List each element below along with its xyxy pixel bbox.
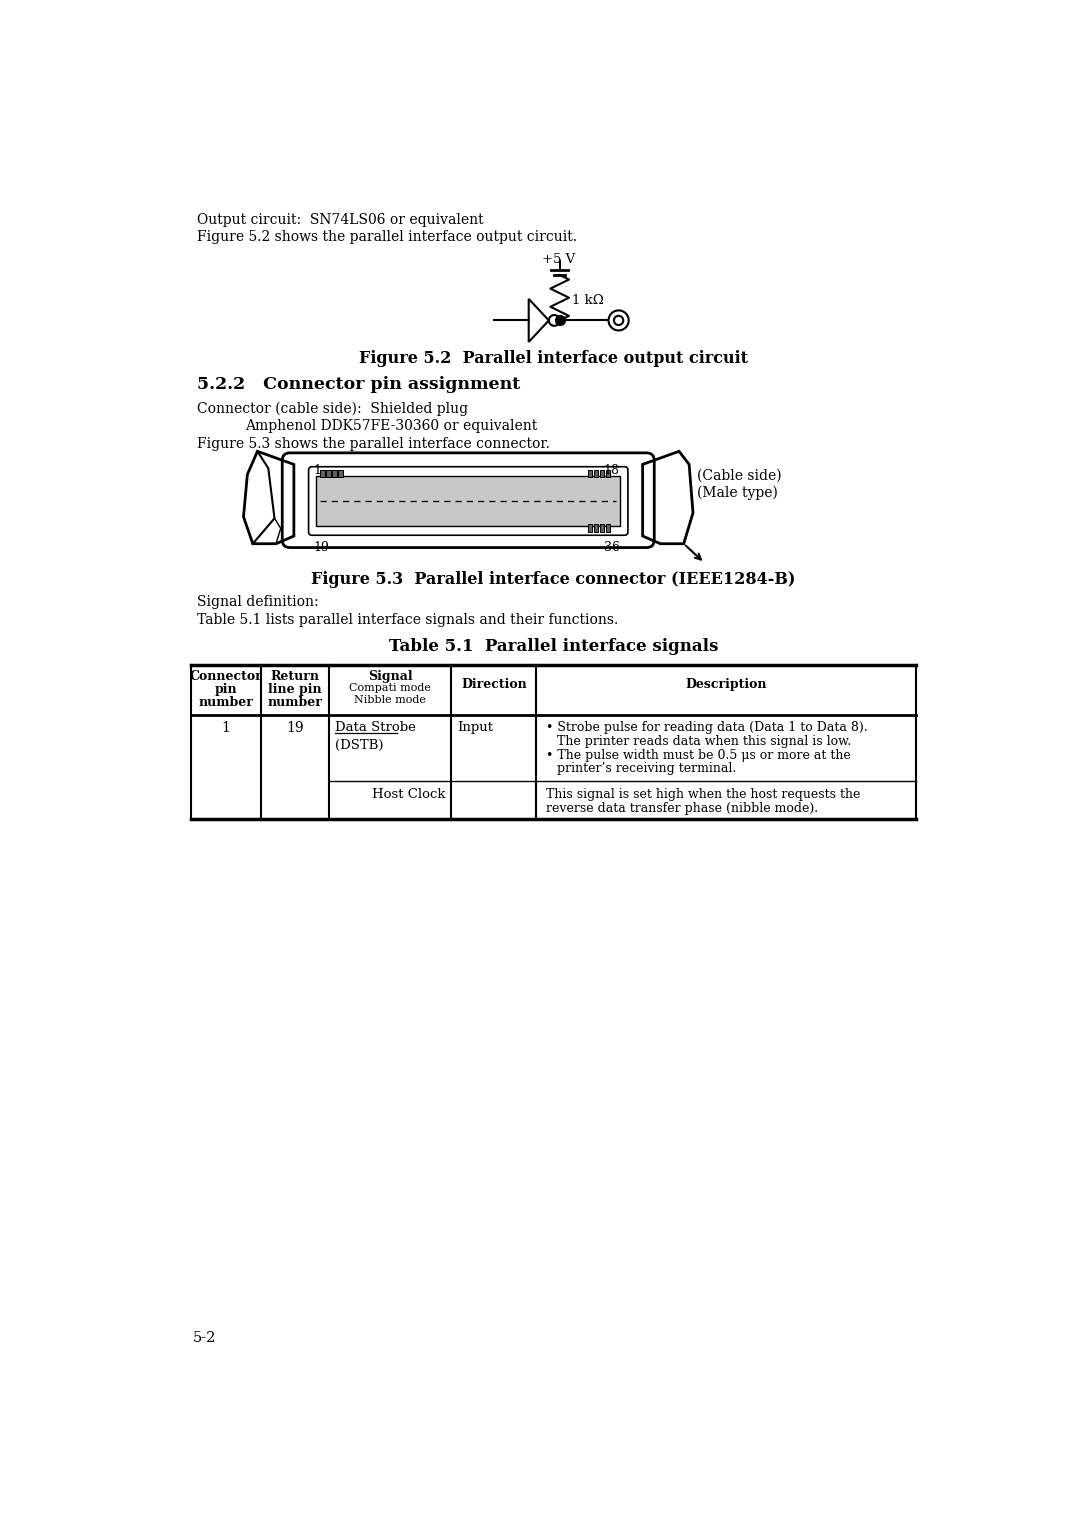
Text: reverse data transfer phase (nibble mode).: reverse data transfer phase (nibble mode… bbox=[545, 802, 818, 814]
Text: 18: 18 bbox=[604, 465, 620, 477]
Text: Input: Input bbox=[458, 721, 494, 733]
Text: (Cable side): (Cable side) bbox=[697, 468, 782, 483]
Text: 19: 19 bbox=[286, 721, 303, 735]
Text: Output circuit:  SN74LS06 or equivalent: Output circuit: SN74LS06 or equivalent bbox=[197, 212, 484, 226]
Text: Description: Description bbox=[686, 678, 767, 691]
Text: Nibble mode: Nibble mode bbox=[354, 695, 426, 706]
Text: number: number bbox=[267, 697, 322, 709]
Text: 5-2: 5-2 bbox=[193, 1331, 216, 1345]
Bar bbox=[606, 469, 610, 477]
Text: (DSTB): (DSTB) bbox=[335, 740, 383, 752]
Bar bbox=[588, 524, 593, 532]
Text: Amphenol DDK57FE-30360 or equivalent: Amphenol DDK57FE-30360 or equivalent bbox=[245, 419, 538, 432]
Text: Table 5.1  Parallel interface signals: Table 5.1 Parallel interface signals bbox=[389, 637, 718, 654]
Text: Return: Return bbox=[270, 669, 320, 683]
Text: Figure 5.3  Parallel interface connector (IEEE1284-B): Figure 5.3 Parallel interface connector … bbox=[311, 570, 796, 588]
Text: Connector (cable side):  Shielded plug: Connector (cable side): Shielded plug bbox=[197, 402, 468, 416]
Text: 1: 1 bbox=[221, 721, 230, 735]
Bar bbox=[338, 469, 343, 477]
Text: The printer reads data when this signal is low.: The printer reads data when this signal … bbox=[556, 735, 851, 747]
Text: 5.2.2   Connector pin assignment: 5.2.2 Connector pin assignment bbox=[197, 376, 521, 393]
Bar bbox=[606, 524, 610, 532]
Bar bbox=[594, 469, 598, 477]
Text: Data Strobe: Data Strobe bbox=[335, 721, 416, 733]
Text: 1 kΩ: 1 kΩ bbox=[572, 293, 604, 307]
Text: Signal: Signal bbox=[367, 669, 413, 683]
Text: pin: pin bbox=[214, 683, 237, 697]
Text: Table 5.1 lists parallel interface signals and their functions.: Table 5.1 lists parallel interface signa… bbox=[197, 613, 618, 626]
Text: Figure 5.2  Parallel interface output circuit: Figure 5.2 Parallel interface output cir… bbox=[359, 350, 748, 367]
Text: Host Clock: Host Clock bbox=[372, 788, 445, 801]
Bar bbox=[321, 469, 325, 477]
Bar bbox=[594, 524, 598, 532]
Text: Compati mode: Compati mode bbox=[349, 683, 431, 694]
Bar bbox=[316, 475, 620, 526]
Text: (Male type): (Male type) bbox=[697, 486, 778, 500]
Bar bbox=[588, 469, 593, 477]
Text: number: number bbox=[199, 697, 253, 709]
Text: • The pulse width must be 0.5 μs or more at the: • The pulse width must be 0.5 μs or more… bbox=[545, 749, 851, 761]
Text: • Strobe pulse for reading data (Data 1 to Data 8).: • Strobe pulse for reading data (Data 1 … bbox=[545, 721, 867, 733]
Text: Direction: Direction bbox=[461, 678, 527, 691]
Text: 36: 36 bbox=[604, 541, 620, 555]
Text: 19: 19 bbox=[313, 541, 329, 555]
Text: +5 V: +5 V bbox=[542, 252, 576, 266]
Bar bbox=[333, 469, 337, 477]
Bar bbox=[599, 524, 605, 532]
Text: printer’s receiving terminal.: printer’s receiving terminal. bbox=[556, 762, 735, 775]
Text: Connector: Connector bbox=[189, 669, 262, 683]
Bar bbox=[599, 469, 605, 477]
Text: This signal is set high when the host requests the: This signal is set high when the host re… bbox=[545, 788, 860, 801]
Text: Signal definition:: Signal definition: bbox=[197, 596, 319, 610]
Text: 1: 1 bbox=[313, 465, 321, 477]
Text: Figure 5.3 shows the parallel interface connector.: Figure 5.3 shows the parallel interface … bbox=[197, 437, 550, 451]
Text: line pin: line pin bbox=[268, 683, 322, 697]
Text: Figure 5.2 shows the parallel interface output circuit.: Figure 5.2 shows the parallel interface … bbox=[197, 231, 577, 244]
Bar bbox=[326, 469, 330, 477]
